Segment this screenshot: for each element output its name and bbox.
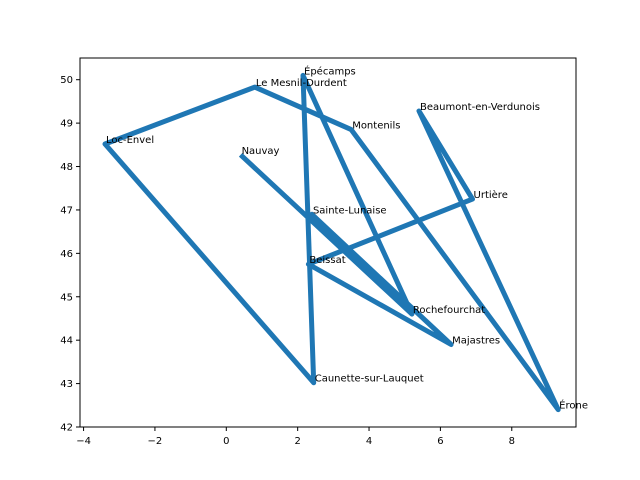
y-tick-label: 42 xyxy=(60,423,73,434)
point-label: Beaumont-en-Verdunois xyxy=(420,102,540,113)
point-label: Nauvay xyxy=(242,146,280,157)
y-tick-label: 50 xyxy=(60,75,73,86)
point-label: Caunette-sur-Lauquet xyxy=(315,374,424,385)
series-line xyxy=(102,72,561,413)
x-tick-label: 0 xyxy=(223,436,229,447)
y-tick-label: 48 xyxy=(60,162,73,173)
x-tick-label: −4 xyxy=(76,436,91,447)
point-label: Sainte-Lunaise xyxy=(313,205,387,216)
point-label: Érone xyxy=(559,399,588,412)
y-tick-label: 49 xyxy=(60,119,73,130)
x-tick-label: 8 xyxy=(509,436,515,447)
point-label: Épécamps xyxy=(304,64,356,77)
point-label: Rochefourchat xyxy=(413,305,485,316)
point-label: Montenils xyxy=(352,121,400,132)
point-labels: Nauvay Rochefourchat Sainte-Lunaise Majastr… xyxy=(106,64,588,411)
x-tick-label: 2 xyxy=(294,436,300,447)
y-tick-label: 44 xyxy=(60,336,73,347)
y-tick-label: 43 xyxy=(60,379,73,390)
point-label: Loc-Envel xyxy=(106,135,154,146)
axes-frame xyxy=(79,57,577,428)
y-tick-label: 46 xyxy=(60,249,73,260)
x-tick-label: 4 xyxy=(366,436,372,447)
point-label: Urtière xyxy=(474,189,508,201)
point-label: Majastres xyxy=(452,336,500,347)
plot-area xyxy=(102,72,561,413)
x-tick-label: 6 xyxy=(437,436,443,447)
point-label: Beissat xyxy=(309,255,345,266)
y-tick-label: 45 xyxy=(60,292,73,303)
x-axis: −4 −2 0 2 4 6 8 xyxy=(76,427,515,447)
y-tick-label: 47 xyxy=(60,205,73,216)
point-label: Le Mesnil-Durdent xyxy=(256,78,347,89)
x-tick-label: −2 xyxy=(148,436,163,447)
y-axis: 42 43 44 45 46 47 48 49 50 xyxy=(60,75,80,434)
